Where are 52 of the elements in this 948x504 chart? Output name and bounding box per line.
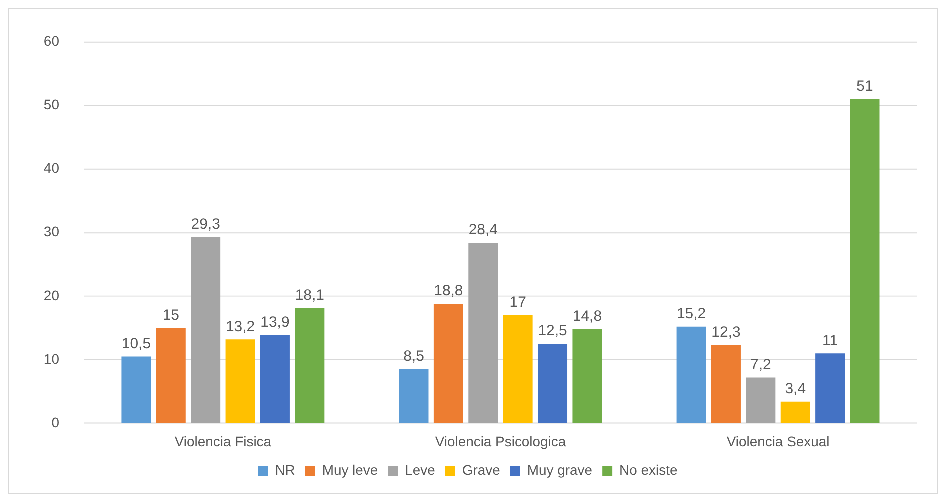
bar [156, 328, 186, 423]
y-tick-label: 0 [52, 414, 60, 430]
bar [122, 356, 152, 423]
legend-label: Leve [405, 462, 436, 478]
y-tick-label: 40 [44, 160, 60, 176]
bar [676, 326, 706, 423]
bar [780, 402, 810, 423]
legend-label: Muy leve [322, 462, 378, 478]
data-label: 8,5 [404, 348, 424, 366]
y-tick-label: 60 [44, 33, 60, 50]
data-label: 14,8 [572, 308, 602, 326]
legend-label: Grave [462, 462, 501, 478]
bar [538, 344, 568, 423]
data-label: 7,2 [750, 356, 772, 374]
y-tick-label: 20 [44, 287, 60, 304]
data-label: 15,2 [676, 306, 706, 323]
data-label: 18,1 [295, 287, 324, 304]
bar [295, 308, 325, 423]
data-label: 29,3 [191, 216, 220, 233]
bar [260, 335, 290, 423]
bar [191, 237, 221, 423]
data-label: 10,5 [122, 335, 152, 352]
bar [399, 369, 429, 423]
bar [711, 345, 741, 423]
bar [746, 378, 776, 423]
bar [226, 340, 256, 423]
data-label: 17 [510, 294, 526, 312]
legend-label: Muy grave [527, 462, 593, 478]
bar [434, 304, 464, 423]
data-label: 13,9 [260, 314, 290, 331]
x-tick-label: Violencia Sexual [726, 434, 830, 450]
bar [503, 315, 533, 423]
bar [816, 354, 846, 423]
data-label: 12,5 [538, 322, 568, 340]
data-label: 13,2 [226, 318, 256, 336]
y-tick-label: 50 [44, 96, 60, 113]
bar [468, 243, 498, 423]
y-tick-label: 30 [44, 224, 60, 240]
data-label: 18,8 [434, 282, 464, 300]
bar [572, 329, 602, 423]
data-label: 11 [822, 332, 838, 350]
bar [850, 99, 880, 423]
data-label: 28,4 [468, 222, 498, 239]
data-label: 12,3 [712, 324, 741, 342]
data-label: 3,4 [785, 380, 806, 398]
x-tick-label: Violencia Psicologica [435, 434, 566, 450]
data-label: 15 [162, 306, 180, 324]
x-tick-label: Violencia Fisica [174, 434, 272, 450]
data-label: 51 [856, 78, 874, 96]
legend-label: No existe [620, 462, 678, 478]
y-tick-label: 10 [44, 350, 60, 367]
legend-label: NR [275, 462, 296, 478]
